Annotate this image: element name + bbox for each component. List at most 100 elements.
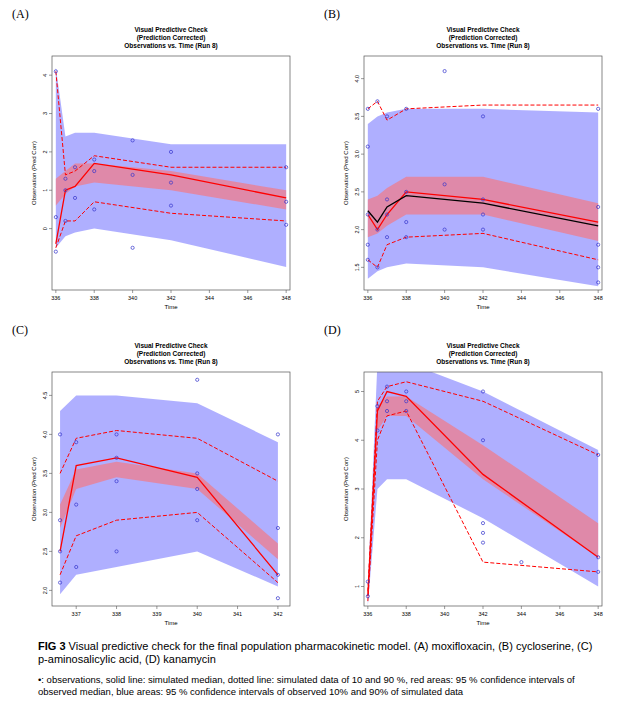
observation bbox=[169, 150, 172, 153]
y-tick-label: 3.0 bbox=[42, 509, 48, 517]
x-tick-label: 338 bbox=[402, 611, 411, 617]
y-tick-label: 4.5 bbox=[42, 392, 48, 400]
y-tick-label: 3.5 bbox=[42, 470, 48, 478]
x-tick bbox=[483, 606, 484, 609]
observation bbox=[385, 115, 388, 118]
y-tick bbox=[49, 113, 52, 114]
plot-frame bbox=[364, 372, 602, 606]
y-axis-label: Observation (Pred Corr) bbox=[31, 457, 37, 521]
y-tick bbox=[49, 395, 52, 396]
ci-band bbox=[56, 163, 286, 209]
percentile-line bbox=[368, 382, 598, 592]
y-tick bbox=[361, 78, 364, 79]
subtitle: Observations vs. Time (Run 8) bbox=[124, 358, 217, 366]
observation bbox=[366, 145, 369, 148]
caption-block: FIG 3 Visual predictive check for the fi… bbox=[38, 640, 598, 698]
y-tick bbox=[49, 228, 52, 229]
y-tick bbox=[361, 586, 364, 587]
observation bbox=[131, 246, 134, 249]
observation bbox=[443, 70, 446, 73]
subtitle: Observations vs. Time (Run 8) bbox=[436, 358, 529, 366]
x-tick-label: 337 bbox=[72, 611, 81, 617]
y-tick bbox=[361, 489, 364, 490]
x-tick-label: 340 bbox=[440, 611, 449, 617]
y-tick bbox=[49, 151, 52, 152]
observation bbox=[54, 250, 57, 253]
observation bbox=[405, 220, 408, 223]
observation bbox=[405, 236, 408, 239]
observation bbox=[520, 561, 523, 564]
y-tick-label: 4 bbox=[354, 439, 360, 442]
observation bbox=[481, 439, 484, 442]
x-tick bbox=[171, 290, 172, 293]
x-tick-label: 344 bbox=[517, 611, 526, 617]
plot-frame bbox=[52, 56, 290, 290]
y-tick-label: 2.0 bbox=[42, 587, 48, 595]
observation bbox=[54, 70, 57, 73]
x-tick bbox=[483, 290, 484, 293]
observation bbox=[64, 219, 67, 222]
x-tick-label: 344 bbox=[517, 295, 526, 301]
observation bbox=[196, 472, 199, 475]
observation bbox=[597, 205, 600, 208]
caption: FIG 3 Visual predictive check for the fi… bbox=[38, 640, 598, 666]
x-tick bbox=[367, 606, 368, 609]
y-tick-label: 5 bbox=[354, 390, 360, 393]
subtitle: Observations vs. Time (Run 8) bbox=[436, 42, 529, 50]
x-tick bbox=[76, 606, 77, 609]
y-tick-label: 4 bbox=[42, 74, 48, 77]
observation bbox=[276, 597, 279, 600]
ci-band bbox=[60, 395, 278, 594]
observation bbox=[481, 531, 484, 534]
observation bbox=[196, 519, 199, 522]
observation bbox=[75, 503, 78, 506]
observation bbox=[73, 196, 76, 199]
observation bbox=[481, 228, 484, 231]
x-tick bbox=[247, 290, 248, 293]
y-tick-label: 3.5 bbox=[354, 113, 360, 121]
y-tick-label: 2.0 bbox=[354, 226, 360, 234]
observation bbox=[93, 158, 96, 161]
x-tick-label: 340 bbox=[193, 611, 202, 617]
plot-frame bbox=[364, 56, 602, 290]
observation bbox=[93, 169, 96, 172]
observation bbox=[376, 429, 379, 432]
ci-band bbox=[60, 462, 278, 560]
observation bbox=[131, 173, 134, 176]
observation bbox=[73, 166, 76, 169]
y-tick bbox=[361, 229, 364, 230]
x-tick-label: 341 bbox=[233, 611, 242, 617]
y-tick bbox=[49, 512, 52, 513]
observation bbox=[115, 433, 118, 436]
y-tick-label: 1.5 bbox=[354, 264, 360, 272]
y-tick-label: 2 bbox=[42, 150, 48, 153]
x-tick-label: 338 bbox=[402, 295, 411, 301]
observation bbox=[597, 556, 600, 559]
observation bbox=[597, 281, 600, 284]
observation bbox=[597, 453, 600, 456]
observation bbox=[276, 433, 279, 436]
title: Visual Predictive Check bbox=[446, 26, 520, 33]
observation bbox=[64, 177, 67, 180]
x-tick-label: 348 bbox=[594, 295, 603, 301]
y-tick-label: 1 bbox=[42, 189, 48, 192]
ci-band bbox=[368, 109, 598, 286]
x-tick bbox=[444, 606, 445, 609]
observation bbox=[376, 405, 379, 408]
x-tick-label: 342 bbox=[478, 295, 487, 301]
percentile-line bbox=[56, 71, 286, 175]
observation bbox=[115, 550, 118, 553]
y-tick-label: 3 bbox=[42, 112, 48, 115]
observation bbox=[385, 213, 388, 216]
x-tick-label: 342 bbox=[273, 611, 282, 617]
observation bbox=[196, 487, 199, 490]
observation bbox=[481, 522, 484, 525]
plot-area bbox=[366, 372, 600, 606]
x-tick bbox=[598, 606, 599, 609]
percentile-line bbox=[60, 512, 278, 582]
x-tick bbox=[367, 290, 368, 293]
observation bbox=[443, 183, 446, 186]
x-tick-label: 336 bbox=[363, 611, 372, 617]
title: Visual Predictive Check bbox=[446, 342, 520, 349]
x-tick-label: 342 bbox=[166, 295, 175, 301]
